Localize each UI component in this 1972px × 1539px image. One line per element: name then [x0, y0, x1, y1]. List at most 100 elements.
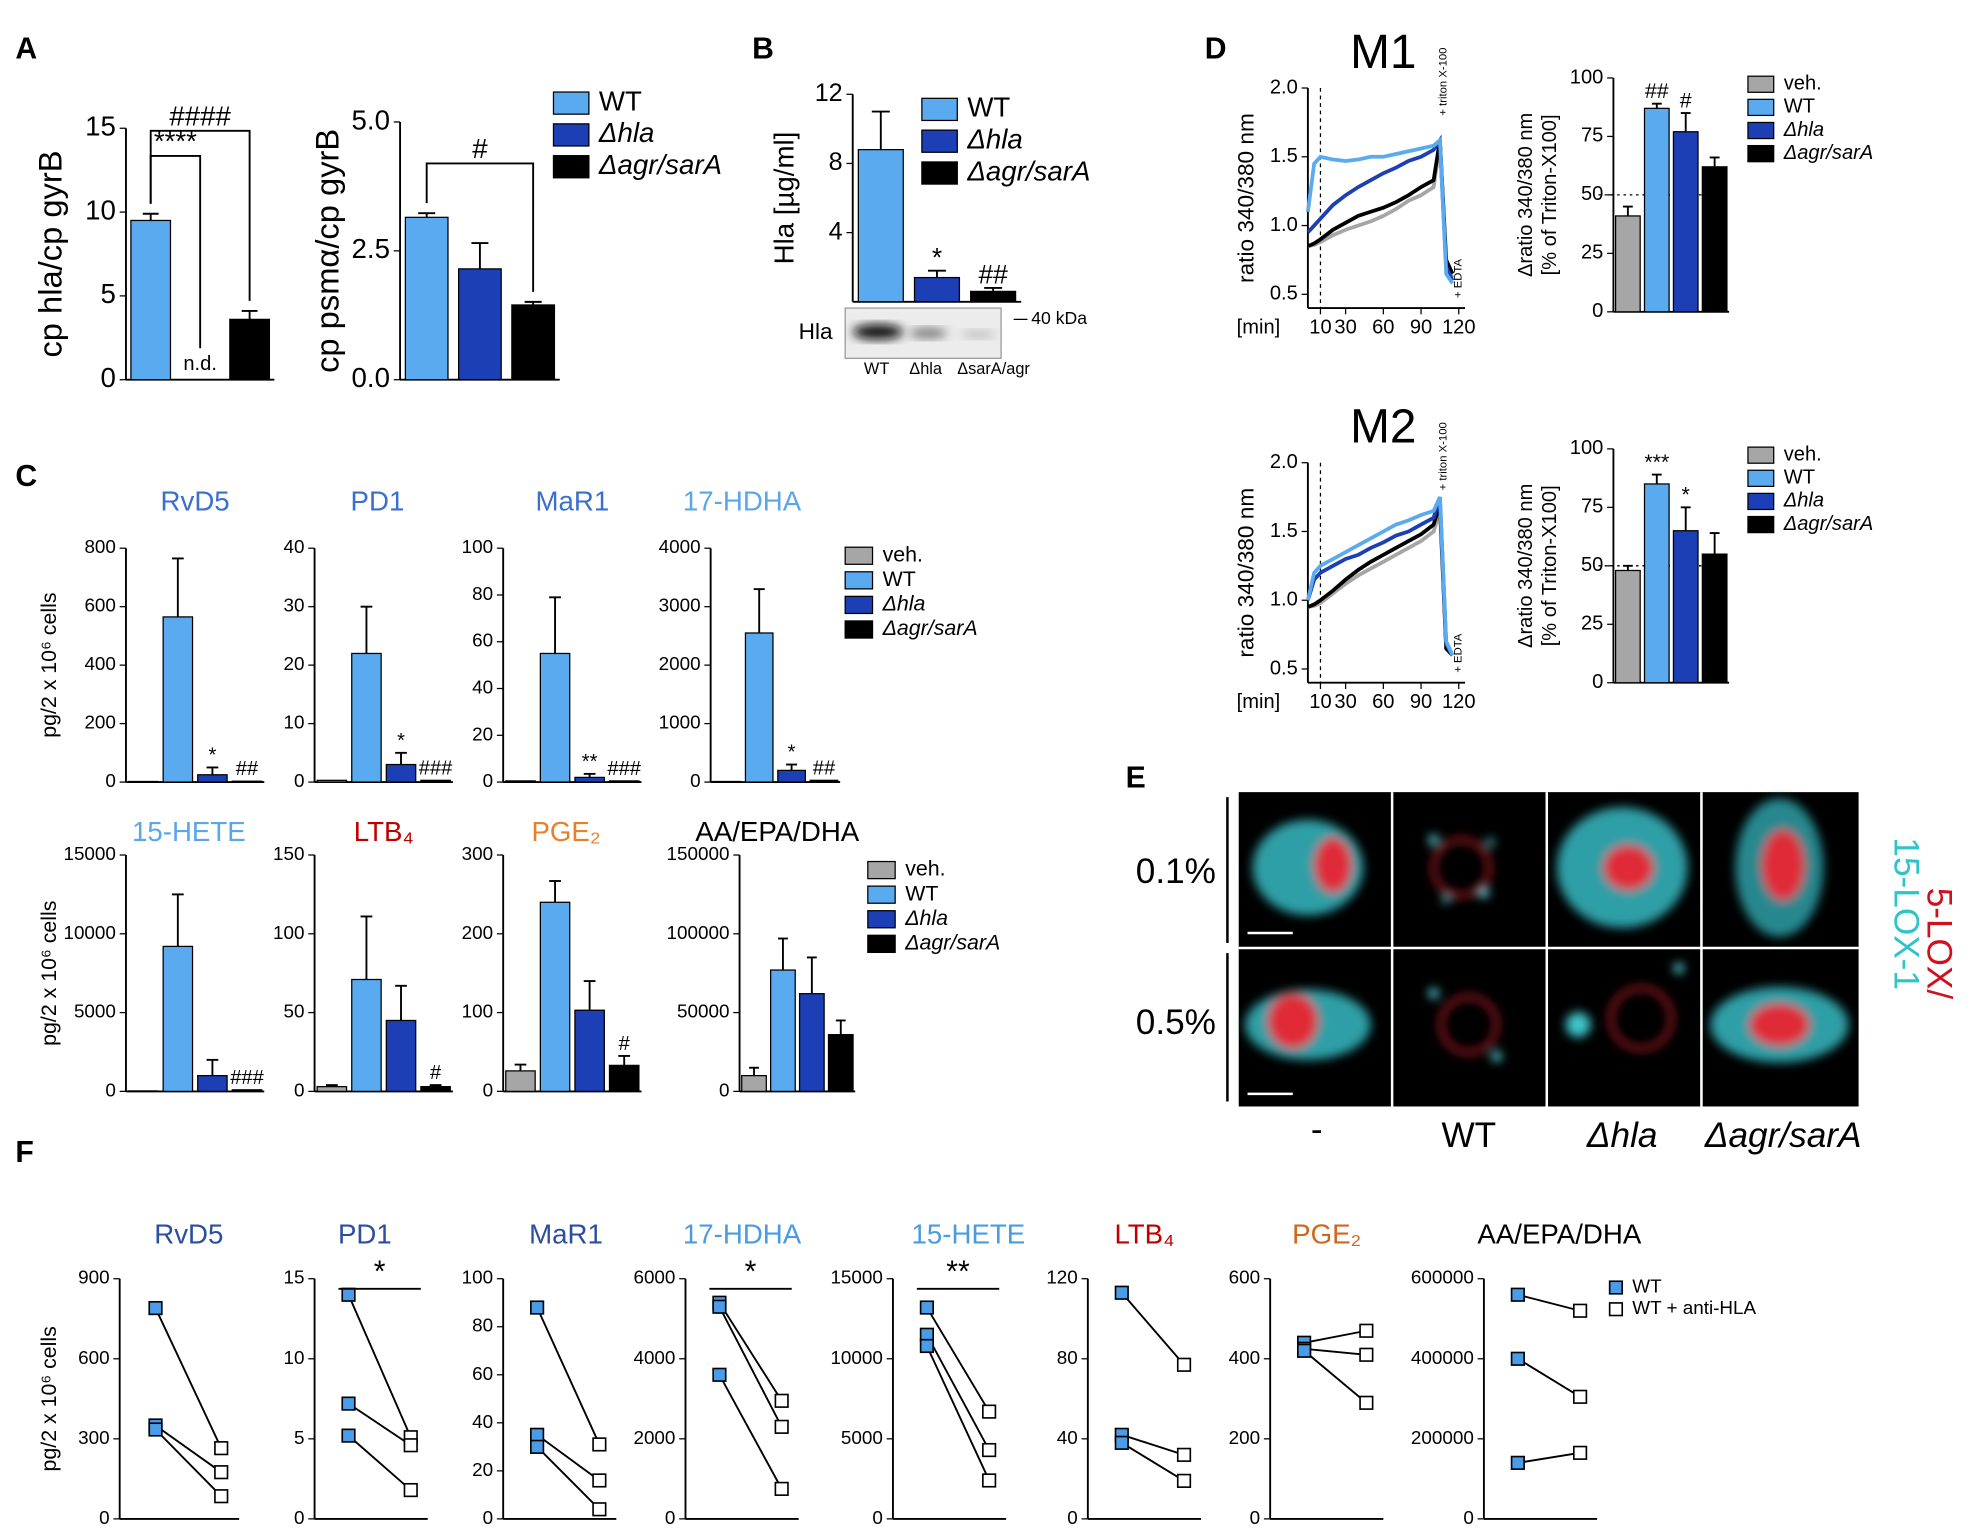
y-tick-label: 15	[284, 1267, 305, 1288]
marker	[403, 1482, 418, 1498]
legend-label: WT	[883, 567, 916, 591]
bar	[197, 774, 228, 783]
legend-label: Δhla	[1783, 490, 1824, 512]
y-tick-label: 300	[462, 843, 493, 864]
nucleus	[1439, 995, 1499, 1055]
chart-title: LTB₄	[354, 816, 414, 847]
bar	[162, 945, 194, 1093]
y-tick-label: 40	[1057, 1427, 1078, 1448]
y-tick-label: 120	[1046, 1267, 1077, 1288]
chart-title: MaR1	[535, 485, 609, 516]
marker	[1572, 1303, 1588, 1318]
stain-label: 5-LOX/	[1919, 888, 1958, 1000]
blot-lane: ΔsarA/agr	[957, 360, 1030, 378]
y-tick-label: 5.0	[352, 104, 390, 135]
legend-swatch	[921, 97, 958, 122]
pair-line	[154, 1428, 222, 1497]
y-tick-label: 0	[1250, 1507, 1261, 1528]
legend-swatch	[844, 620, 874, 639]
legend-swatch	[1747, 446, 1775, 464]
legend-label: WT	[967, 92, 1010, 123]
bar	[1614, 569, 1641, 684]
significance-label: **	[582, 751, 598, 773]
chart-title: 17-HDHA	[683, 1218, 802, 1249]
bar	[385, 763, 417, 783]
blot-label: Hla	[799, 319, 833, 344]
y-tick-label: 0	[690, 770, 701, 791]
x-tick-label: 60	[1372, 691, 1394, 713]
y-tick-label: 100	[1570, 437, 1604, 459]
bar	[229, 318, 271, 381]
granule	[1428, 988, 1439, 999]
nucleus	[1609, 986, 1674, 1051]
marker	[712, 1299, 727, 1314]
y-tick-label: 20	[472, 723, 493, 744]
y-tick-label: 2000	[633, 1427, 675, 1448]
bar	[913, 276, 961, 303]
y-tick-label: 300	[78, 1427, 109, 1448]
y-tick-label: 25	[1581, 613, 1603, 635]
y-tick-label: 0	[872, 1507, 883, 1528]
y-tick-label: 3000	[659, 595, 701, 616]
bar	[457, 268, 502, 381]
legend-swatch	[867, 885, 896, 904]
y-axis-label: [% of Triton-X100]	[1539, 485, 1561, 646]
legend-swatch	[921, 161, 958, 185]
marker	[919, 1300, 935, 1315]
chart-title: LTB₄	[1114, 1218, 1174, 1249]
pair-line	[718, 1302, 783, 1402]
y-tick-label: 150	[273, 843, 304, 864]
y-tick-label: 80	[1057, 1347, 1078, 1368]
trace	[1306, 496, 1455, 657]
marker	[214, 1465, 229, 1480]
pair-line	[718, 1374, 783, 1490]
y-axis-label: Δratio 340/380 nm	[1515, 113, 1537, 277]
y-tick-label: 100	[462, 536, 493, 557]
chart-title: PD1	[351, 485, 405, 516]
x-tick-label: 60	[1372, 316, 1394, 338]
bar	[1643, 483, 1670, 684]
y-tick-label: 15000	[63, 843, 115, 864]
column-label: Δagr/sarA	[1704, 1116, 1862, 1155]
y-tick-label: 20	[472, 1459, 493, 1480]
y-tick-label: 200	[84, 712, 115, 733]
y-tick-label: 0	[294, 1507, 305, 1528]
y-tick-label: 4000	[659, 536, 701, 557]
y-tick-label: 100000	[667, 922, 730, 943]
marker	[148, 1300, 163, 1316]
marker	[1572, 1445, 1588, 1460]
y-tick-label: 100	[462, 1267, 493, 1288]
y-tick-label: 600	[78, 1347, 109, 1368]
bar	[316, 1086, 348, 1093]
y-tick-label: 200000	[1411, 1427, 1474, 1448]
y-tick-label: 40	[472, 677, 493, 698]
marker	[712, 1367, 727, 1382]
bar	[741, 1074, 767, 1093]
bar	[420, 779, 451, 783]
y-tick-label: 10	[85, 194, 116, 225]
y-tick-label: 0	[665, 1507, 676, 1528]
cells	[1245, 798, 1849, 1063]
pair-line	[347, 1294, 412, 1438]
pair-line	[154, 1307, 223, 1449]
bar	[404, 216, 449, 381]
y-axis-label: pg/2 x 10⁶ cells	[37, 1326, 61, 1471]
legend-label: WT + anti-HLA	[1632, 1297, 1756, 1318]
x-tick-label: 90	[1410, 316, 1432, 338]
legend-swatch	[1747, 469, 1775, 487]
marker	[982, 1442, 997, 1458]
marker	[1114, 1435, 1129, 1450]
chart-title: PGE₂	[531, 816, 600, 847]
pair-line	[1121, 1442, 1185, 1482]
bar	[1672, 530, 1699, 684]
y-tick-label: 75	[1581, 496, 1603, 518]
y-tick-label: 0	[99, 1507, 110, 1528]
y-tick-label: 50000	[677, 1001, 729, 1022]
legend-label: veh.	[1784, 443, 1822, 465]
legend-swatch	[552, 123, 590, 147]
x-tick-label: 120	[1442, 316, 1476, 338]
significance-label: *	[1682, 483, 1690, 507]
marker	[592, 1437, 607, 1452]
y-tick-label: 0	[1592, 671, 1603, 693]
